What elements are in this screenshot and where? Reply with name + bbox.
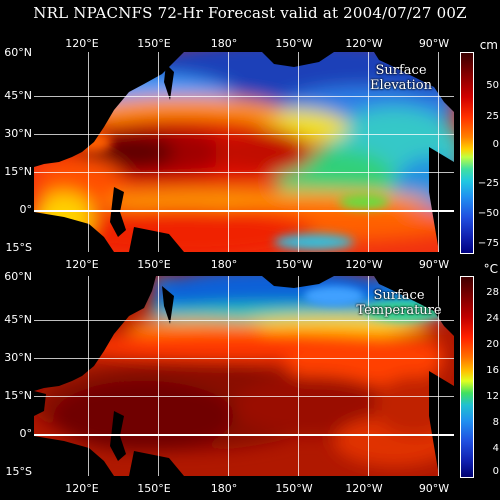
top-lat-label-15n: 15°N [4, 165, 32, 178]
bottom-lat-label-15n: 15°N [4, 389, 32, 402]
temperature-unit: °C [483, 262, 498, 276]
meridian-180-bottom [228, 276, 229, 476]
bottom-lon-label-2: 150°E [137, 482, 171, 495]
top-lat-label-45n: 45°N [4, 89, 32, 102]
elevation-colorbar [460, 52, 474, 254]
figure-title: NRL NPACNFS 72-Hr Forecast valid at 2004… [33, 4, 467, 22]
temperature-tick-0: 0 [492, 466, 499, 477]
elevation-tick-neg50: −50 [477, 208, 499, 219]
mid-lon-label-1: 120°E [65, 258, 99, 271]
elevation-tick-neg25: −25 [477, 178, 499, 189]
top-lat-label-0: 0° [19, 203, 33, 216]
top-lon-label-2: 150°E [137, 37, 171, 50]
parallel-45n [34, 96, 454, 97]
elevation-tick-25: 25 [486, 111, 499, 122]
meridian-150w [298, 52, 299, 252]
parallel-45n-bottom [34, 320, 454, 321]
temperature-panel-label: Surface Temperature [344, 288, 454, 318]
meridian-180 [228, 52, 229, 252]
parallel-15n-bottom [34, 396, 454, 397]
meridian-150w-bottom [298, 276, 299, 476]
meridian-120w-bottom [368, 276, 369, 476]
mid-lon-label-5: 120°W [345, 258, 383, 271]
meridian-90w [438, 52, 439, 252]
bottom-lat-label-45n: 45°N [4, 313, 32, 326]
temperature-colorbar [460, 276, 474, 478]
temperature-tick-12: 12 [486, 391, 499, 402]
elevation-tick-0: 0 [492, 139, 499, 150]
bottom-lon-label-4: 150°W [275, 482, 313, 495]
top-lon-label-5: 120°W [345, 37, 383, 50]
bottom-lon-label-5: 120°W [345, 482, 383, 495]
temperature-field [34, 276, 454, 476]
temperature-tick-24: 24 [486, 313, 499, 324]
temperature-tick-8: 8 [492, 417, 499, 428]
mid-lon-label-6: 90°W [418, 258, 450, 271]
elevation-field [34, 52, 454, 252]
equator-line-bottom [34, 434, 454, 436]
top-lon-label-6: 90°W [418, 37, 450, 50]
elevation-label-line2: Elevation [369, 78, 433, 93]
bottom-lon-label-6: 90°W [418, 482, 450, 495]
bottom-lat-label-15s: 15°S [5, 465, 32, 478]
bottom-lon-label-3: 180° [210, 482, 238, 495]
temperature-tick-28: 28 [486, 287, 499, 298]
bottom-lat-label-0: 0° [19, 427, 33, 440]
top-lon-label-3: 180° [210, 37, 238, 50]
temperature-tick-20: 20 [486, 339, 499, 350]
mid-lon-label-3: 180° [210, 258, 238, 271]
elevation-panel-label: Surface Elevation [356, 63, 446, 93]
top-lon-label-4: 150°W [275, 37, 313, 50]
bottom-lat-label-30n: 30°N [4, 351, 32, 364]
parallel-15n [34, 172, 454, 173]
equator-line [34, 210, 454, 212]
temperature-tick-16: 16 [486, 365, 499, 376]
meridian-120e-bottom [88, 276, 89, 476]
elevation-label-line1: Surface [375, 63, 427, 78]
bottom-lat-label-60n: 60°N [4, 270, 32, 283]
top-lat-label-30n: 30°N [4, 127, 32, 140]
elevation-tick-neg75: −75 [477, 238, 499, 249]
top-lon-label-1: 120°E [65, 37, 99, 50]
mid-lon-label-4: 150°W [275, 258, 313, 271]
mid-lon-label-2: 150°E [137, 258, 171, 271]
surface-elevation-map: Surface Elevation [34, 52, 454, 252]
temperature-label-line2: Temperature [356, 303, 442, 318]
temperature-tick-4: 4 [492, 443, 499, 454]
meridian-150e [158, 52, 159, 252]
meridian-120e [88, 52, 89, 252]
bottom-lon-label-1: 120°E [65, 482, 99, 495]
meridian-120w [368, 52, 369, 252]
parallel-30n-bottom [34, 358, 454, 359]
elevation-tick-50: 50 [486, 80, 499, 91]
meridian-90w-bottom [438, 276, 439, 476]
elevation-unit: cm [479, 38, 498, 52]
temperature-label-line1: Surface [373, 288, 425, 303]
top-lat-label-60n: 60°N [4, 46, 32, 59]
parallel-30n [34, 134, 454, 135]
surface-temperature-map: Surface Temperature [34, 276, 454, 476]
top-lat-label-15s: 15°S [5, 241, 32, 254]
meridian-150e-bottom [158, 276, 159, 476]
